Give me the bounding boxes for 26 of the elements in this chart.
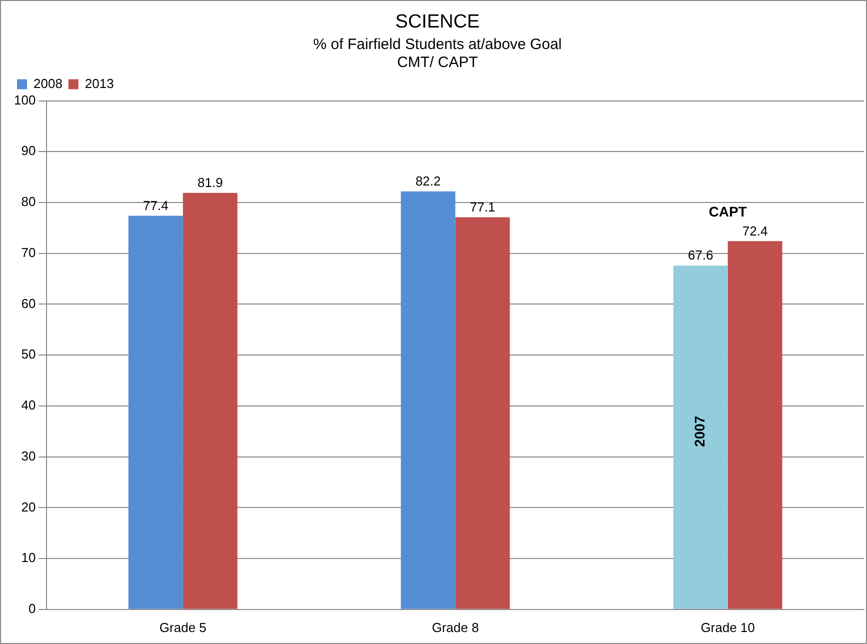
annotation: 2007 <box>691 416 708 447</box>
y-tick-label: 50 <box>21 346 36 362</box>
annotation: CAPT <box>708 204 748 220</box>
y-tick-label: 10 <box>21 550 36 566</box>
data-label: 77.1 <box>470 199 496 214</box>
legend-label: 2013 <box>84 76 114 91</box>
x-tick-label: Grade 5 <box>159 620 206 635</box>
y-tick-label: 0 <box>28 600 36 616</box>
x-tick-label: Grade 10 <box>700 620 755 635</box>
x-tick-label: Grade 8 <box>432 620 479 635</box>
data-label: 81.9 <box>197 174 223 190</box>
data-label: 72.4 <box>742 223 768 238</box>
data-label: 82.2 <box>415 173 441 188</box>
data-label: 77.4 <box>143 198 168 213</box>
legend-label: 2008 <box>34 76 62 91</box>
data-label: 67.6 <box>688 248 714 263</box>
y-tick-label: 30 <box>21 448 36 464</box>
y-tick-label: 60 <box>21 296 36 311</box>
y-tick-label: 100 <box>14 92 36 108</box>
chart-subtitle: % of Fairfield Students at/above Goal CMT/ CAPT <box>313 36 562 71</box>
chart-title: SCIENCE <box>395 12 480 33</box>
y-tick-label: 90 <box>21 143 36 158</box>
y-tick-label: 40 <box>21 398 36 413</box>
y-tick-label: 20 <box>21 499 36 514</box>
y-tick-label: 70 <box>21 244 36 260</box>
y-tick-label: 80 <box>21 194 36 210</box>
